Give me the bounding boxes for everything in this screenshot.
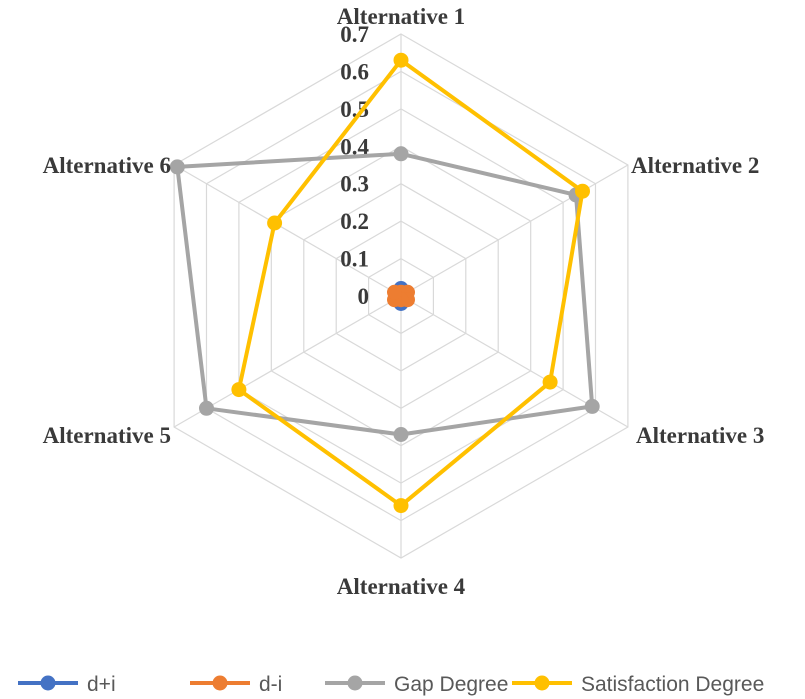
tick-label: 0.1 bbox=[340, 247, 369, 272]
category-label: Alternative 3 bbox=[636, 423, 764, 448]
legend-label: Satisfaction Degree bbox=[581, 673, 764, 696]
legend-label: d-i bbox=[259, 673, 282, 696]
data-point bbox=[393, 427, 409, 442]
radial-axis-ticks: 00.10.20.30.40.50.60.7 bbox=[340, 22, 369, 309]
radar-spoke bbox=[400, 164, 629, 297]
radar-series bbox=[169, 52, 600, 514]
category-label: Alternative 2 bbox=[631, 153, 759, 178]
data-point bbox=[387, 284, 402, 300]
tick-label: 0.7 bbox=[340, 22, 369, 47]
legend-marker bbox=[212, 675, 228, 691]
category-labels: Alternative 1 Alternative 2 Alternative 3 A… bbox=[43, 4, 765, 599]
series-satisfaction-degree bbox=[231, 52, 590, 514]
data-point bbox=[393, 146, 409, 162]
data-point bbox=[169, 159, 185, 175]
data-point bbox=[575, 183, 590, 199]
data-point bbox=[199, 400, 214, 416]
data-point bbox=[393, 52, 409, 68]
tick-label: 0 bbox=[358, 284, 370, 309]
legend: d+i d-i Gap Degree Satisfaction Degree bbox=[18, 673, 764, 696]
tick-label: 0.2 bbox=[340, 209, 369, 234]
tick-label: 0.6 bbox=[340, 59, 369, 84]
data-point bbox=[584, 398, 600, 414]
category-label: Alternative 6 bbox=[43, 153, 171, 178]
data-point bbox=[267, 215, 283, 231]
category-label: Alternative 4 bbox=[337, 574, 466, 599]
tick-label: 0.3 bbox=[340, 172, 369, 197]
data-point bbox=[542, 374, 558, 390]
category-label: Alternative 1 bbox=[337, 4, 465, 29]
radar-spoke bbox=[173, 164, 402, 297]
series-gap-degree bbox=[169, 146, 600, 442]
category-label: Alternative 5 bbox=[43, 423, 171, 448]
legend-marker bbox=[347, 675, 363, 691]
data-point bbox=[393, 498, 409, 514]
legend-item: Satisfaction Degree bbox=[512, 673, 764, 696]
legend-label: Gap Degree bbox=[394, 673, 508, 696]
legend-item: d-i bbox=[190, 673, 282, 696]
data-point bbox=[231, 382, 247, 398]
legend-marker bbox=[40, 675, 56, 691]
legend-label: d+i bbox=[87, 673, 116, 696]
legend-item: d+i bbox=[18, 673, 116, 696]
legend-item: Gap Degree bbox=[325, 673, 508, 696]
legend-marker bbox=[534, 675, 550, 691]
series-d-i bbox=[387, 284, 415, 308]
